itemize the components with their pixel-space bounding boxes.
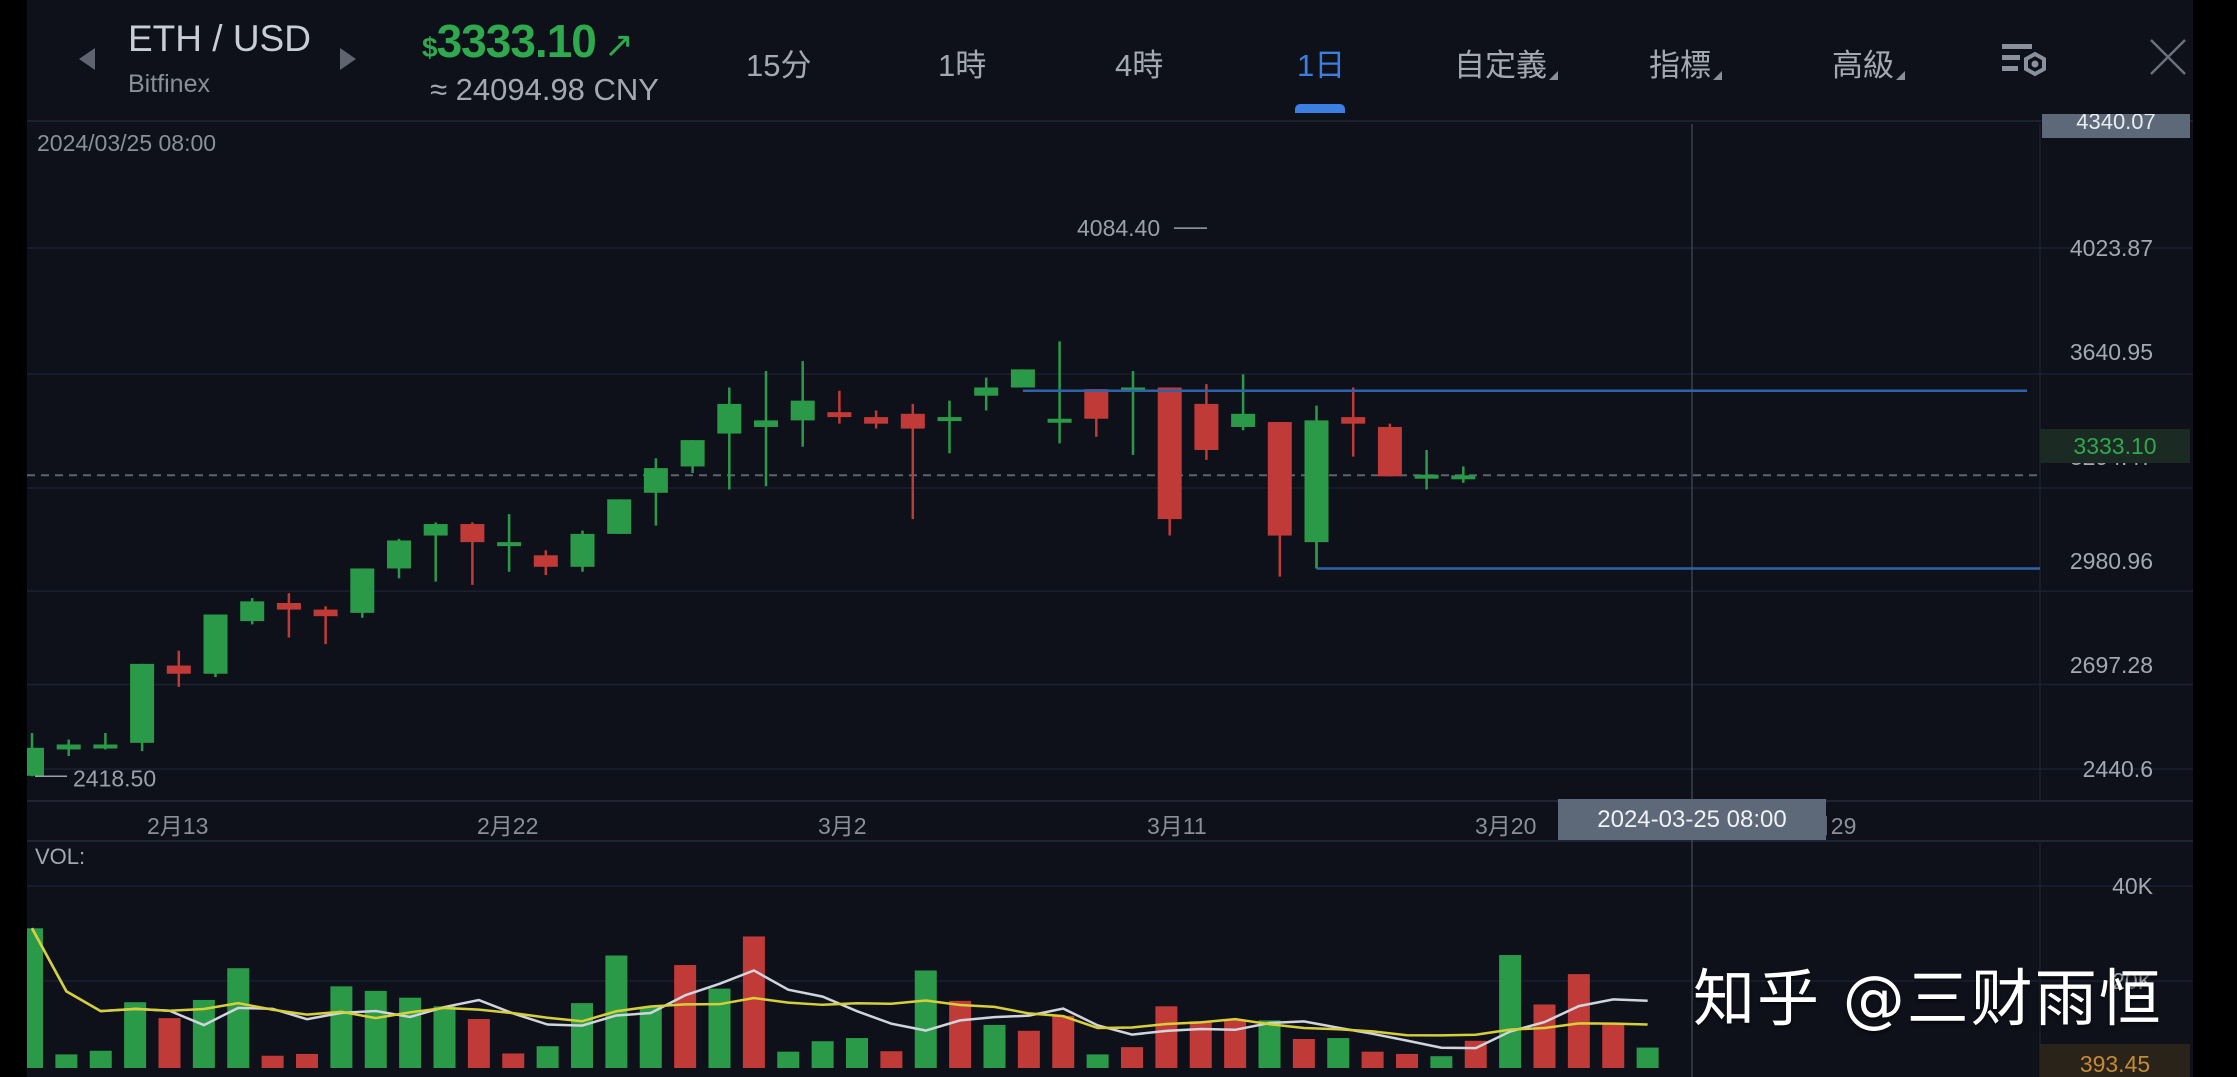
tab-label: 指標	[1649, 48, 1711, 83]
currency-symbol: $	[422, 32, 438, 63]
tab-indicators[interactable]: 指標	[1649, 40, 1722, 85]
next-pair-button[interactable]	[340, 48, 356, 70]
x-tick: 3月2	[818, 813, 867, 839]
price-tick: 2980.96	[2069, 548, 2153, 574]
last-price-value: 3333.10	[436, 15, 597, 67]
svg-text:4084.40: 4084.40	[1077, 215, 1160, 241]
price-tick: 4023.87	[2069, 235, 2153, 261]
price-cny: ≈ 24094.98 CNY	[430, 72, 659, 107]
arrow-up-right-icon: ↗	[603, 24, 634, 65]
close-button[interactable]	[2149, 38, 2187, 80]
x-tick: 2月13	[147, 813, 209, 839]
dropdown-caret-icon	[1549, 71, 1558, 80]
tab-1d[interactable]: 1日	[1297, 40, 1345, 85]
tab-label: 高級	[1832, 48, 1894, 83]
price-tick: 3640.95	[2069, 339, 2153, 365]
chart-settings-button[interactable]	[2002, 42, 2050, 84]
pair-title[interactable]: ETH / USD	[128, 18, 311, 59]
last-price: $3333.10 ↗	[422, 14, 634, 68]
svg-text:2418.50: 2418.50	[73, 765, 156, 791]
tab-1h[interactable]: 1時	[938, 40, 986, 85]
tab-4h[interactable]: 4時	[1115, 40, 1163, 85]
last-price-axis-label: 3333.10	[2040, 429, 2190, 463]
prev-pair-button[interactable]	[79, 48, 95, 70]
volume-tick: 40K	[2112, 873, 2153, 899]
exchange-name: Bitfinex	[128, 70, 210, 98]
tab-label: 15分	[746, 48, 812, 83]
volume-last-value: 393.45	[2040, 1044, 2190, 1077]
header: ETH / USD Bitfinex $3333.10 ↗ ≈ 24094.98 …	[27, 0, 2193, 122]
close-icon	[2150, 39, 2186, 75]
tab-label: 4時	[1115, 48, 1164, 83]
volume-tick: 20K	[2112, 968, 2153, 994]
x-tick: 2月22	[477, 813, 539, 839]
candlestick-chart[interactable]: 4084.40 2418.50	[27, 124, 2193, 1077]
tab-label: 1日	[1297, 48, 1346, 83]
price-tick: 2697.28	[2069, 652, 2153, 678]
tab-15m[interactable]: 15分	[746, 40, 811, 85]
x-tick: 3月20	[1475, 813, 1537, 839]
chart-settings-icon	[2002, 44, 2046, 77]
crosshair-time-tooltip: 2024-03-25 08:00	[1558, 799, 1826, 840]
tab-custom[interactable]: 自定義	[1454, 40, 1558, 85]
top-axis-value: 4340.07	[2042, 114, 2190, 138]
chart-area[interactable]: 4084.40 2418.50 2024/03/25 08:00 4340.07 …	[27, 114, 2193, 1077]
tab-label: 自定義	[1454, 48, 1547, 83]
price-tick: 2440.6	[2082, 756, 2153, 782]
active-tab-indicator	[1295, 104, 1345, 113]
volume-label: VOL:	[35, 844, 86, 869]
crosshair-date-label: 2024/03/25 08:00	[37, 130, 217, 156]
dropdown-caret-icon	[1713, 71, 1722, 80]
dropdown-caret-icon	[1896, 71, 1905, 80]
tab-label: 1時	[938, 48, 987, 83]
tab-advanced[interactable]: 高級	[1832, 40, 1905, 85]
x-tick: 3月11	[1147, 813, 1207, 839]
watermark: 知乎 @三财雨恒	[1693, 962, 2163, 1035]
trading-app: ETH / USD Bitfinex $3333.10 ↗ ≈ 24094.98 …	[27, 0, 2193, 1077]
